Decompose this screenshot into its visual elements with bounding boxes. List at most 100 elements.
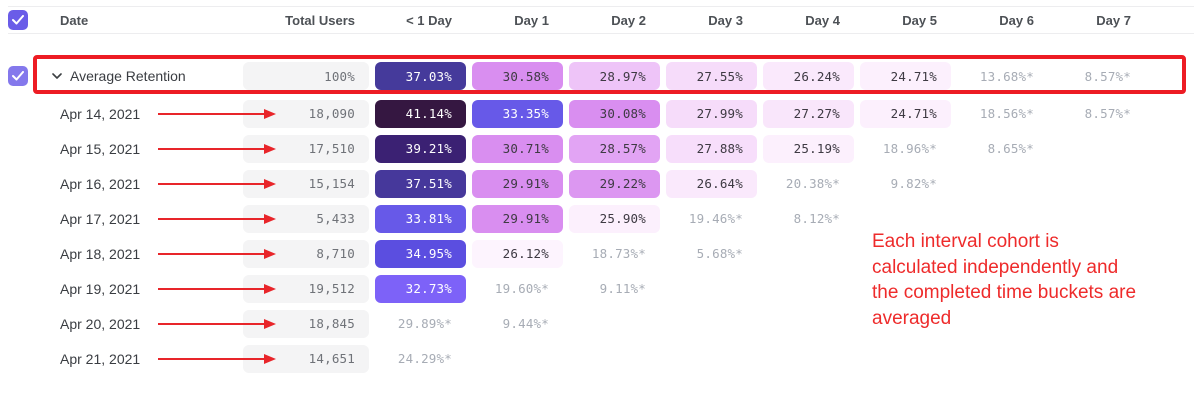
retention-col: 30.58%: [469, 56, 566, 96]
retention-value-cell: 30.58%: [472, 62, 563, 90]
retention-value-cell: 27.99%: [666, 99, 757, 128]
row-label: Apr 15, 2021: [60, 140, 141, 157]
cohort-row: Apr 15, 2021 17,510 39.21% 30.71% 28.57% 27.8…: [8, 131, 1194, 166]
red-arrow-annotation: [158, 213, 276, 225]
arrow-head: [264, 178, 276, 189]
retention-col: 18.73%*: [566, 236, 663, 271]
retention-col: 9.82%*: [857, 166, 954, 201]
retention-col: 27.88%: [663, 131, 760, 166]
select-all-cell: [8, 10, 44, 30]
column-header: Day 7: [1096, 12, 1131, 28]
arrow-line: [158, 322, 264, 325]
retention-value-cell: 26.12%: [472, 239, 563, 268]
retention-col: 29.89%*: [372, 306, 469, 341]
arrow-head: [264, 143, 276, 154]
row-label: Apr 21, 2021: [60, 350, 141, 367]
cohort-row: Apr 16, 2021 15,154 37.51% 29.91% 29.22% 26.6…: [8, 166, 1194, 201]
total-users-value: 19,512: [243, 274, 369, 303]
date-cell: Apr 20, 2021: [44, 306, 240, 341]
red-arrow-annotation: [158, 143, 276, 155]
arrow-line: [158, 182, 264, 185]
column-header: Day 6: [999, 12, 1034, 28]
retention-col: 8.65%*: [954, 131, 1051, 166]
retention-value-cell: 28.57%: [569, 134, 660, 163]
retention-col: 26.24%: [760, 56, 857, 96]
cohort-row: Apr 19, 2021 19,512 32.73% 19.60%* 9.11%*: [8, 271, 1194, 306]
retention-col: [1051, 341, 1148, 376]
date-cell: Apr 15, 2021: [44, 131, 240, 166]
red-arrow-annotation: [158, 318, 276, 330]
retention-col: [469, 341, 566, 376]
retention-value-cell: 19.46%*: [688, 211, 743, 226]
retention-col: 26.64%: [663, 166, 760, 201]
retention-col: [954, 341, 1051, 376]
retention-value-cell: 41.14%: [375, 99, 466, 128]
retention-col: 29.22%: [566, 166, 663, 201]
retention-col: [566, 306, 663, 341]
retention-col: [760, 271, 857, 306]
retention-value-cell: 30.08%: [569, 99, 660, 128]
column-header: Day 1: [514, 12, 549, 28]
retention-value-cell: 18.96%*: [882, 141, 937, 156]
retention-value-cell: 34.95%: [375, 239, 466, 268]
retention-value-cell: 8.57%*: [1084, 106, 1131, 121]
retention-col: 27.99%: [663, 96, 760, 131]
total-users-col: 19,512: [240, 271, 372, 306]
table-body: Average Retention 100% 37.03% 30.58% 28.97% 2…: [8, 56, 1194, 376]
retention-col: 41.14%: [372, 96, 469, 131]
total-users-col: 100%: [240, 56, 372, 96]
retention-value-cell: 27.27%: [763, 99, 854, 128]
retention-value-cell: 29.22%: [569, 169, 660, 198]
chevron-down-icon[interactable]: [52, 73, 62, 79]
red-arrow-annotation: [158, 353, 276, 365]
cohort-row: Apr 17, 2021 5,433 33.81% 29.91% 25.90% 19.46…: [8, 201, 1194, 236]
retention-col: 27.27%: [760, 96, 857, 131]
retention-value-cell: 26.64%: [666, 169, 757, 198]
retention-col: 28.97%: [566, 56, 663, 96]
retention-col: 26.12%: [469, 236, 566, 271]
retention-col: 5.68%*: [663, 236, 760, 271]
retention-value-cell: 8.65%*: [987, 141, 1034, 156]
retention-col: [663, 271, 760, 306]
total-users-value: 100%: [243, 62, 369, 90]
arrow-line: [158, 217, 264, 220]
red-arrow-annotation: [158, 248, 276, 260]
row-label: Apr 14, 2021: [60, 105, 141, 122]
retention-col: 24.71%: [857, 56, 954, 96]
red-arrow-annotation: [158, 283, 276, 295]
retention-value-cell: 13.68%*: [979, 68, 1034, 84]
retention-value-cell: 20.38%*: [785, 176, 840, 191]
annotation-line: calculated independently and: [872, 256, 1119, 278]
retention-col: 25.90%: [566, 201, 663, 236]
cohort-row: Apr 14, 2021 18,090 41.14% 33.35% 30.08% 27.9…: [8, 96, 1194, 131]
row-label: Apr 17, 2021: [60, 210, 141, 227]
retention-value-cell: 29.91%: [472, 204, 563, 233]
retention-col: 29.91%: [469, 166, 566, 201]
total-users-col: 18,090: [240, 96, 372, 131]
retention-col: 29.91%: [469, 201, 566, 236]
retention-col: [1051, 166, 1148, 201]
retention-value-cell: 24.71%: [860, 99, 951, 128]
arrow-head: [264, 108, 276, 119]
retention-value-cell: 24.29%*: [397, 351, 452, 366]
retention-col: 30.08%: [566, 96, 663, 131]
retention-col: [760, 341, 857, 376]
retention-value-cell: 18.56%*: [979, 106, 1034, 121]
retention-col: 37.03%: [372, 56, 469, 96]
select-all-checkbox[interactable]: [8, 10, 28, 30]
row-select-cell: [8, 66, 44, 86]
check-icon: [12, 71, 24, 81]
retention-value-cell: 29.89%*: [397, 316, 452, 331]
retention-value-cell: 24.71%: [860, 62, 951, 90]
retention-col: 18.56%*: [954, 96, 1051, 131]
date-cell: Apr 17, 2021: [44, 201, 240, 236]
retention-value-cell: 19.60%*: [494, 281, 549, 296]
retention-col: 28.57%: [566, 131, 663, 166]
row-checkbox[interactable]: [8, 66, 28, 86]
retention-col: 33.35%: [469, 96, 566, 131]
retention-col: 32.73%: [372, 271, 469, 306]
column-header: Total Users: [285, 12, 355, 28]
row-label: Apr 16, 2021: [60, 175, 141, 192]
check-icon: [12, 15, 24, 25]
column-header: Day 3: [708, 12, 743, 28]
